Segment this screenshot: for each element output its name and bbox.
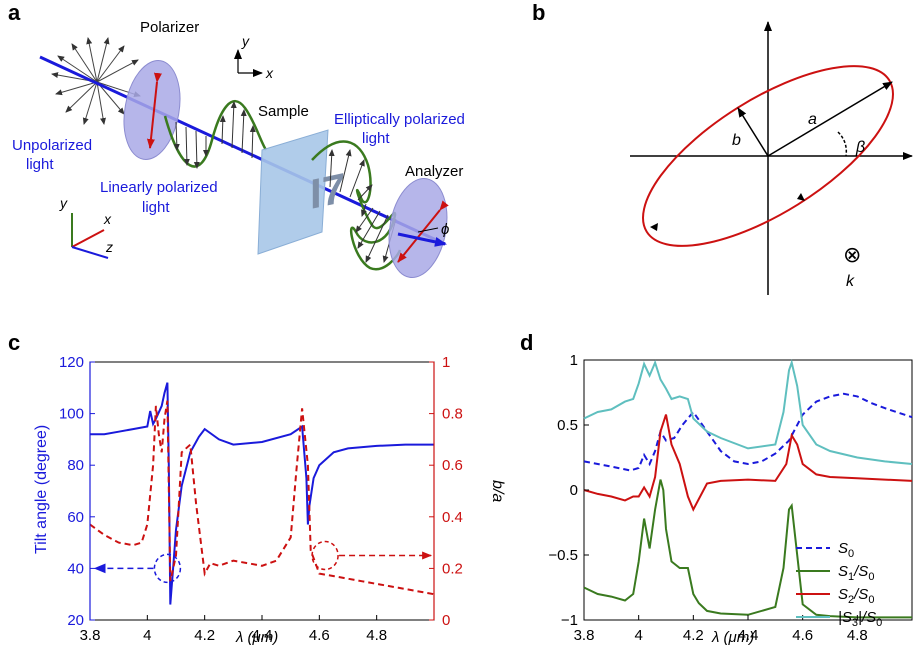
polarizer-label: Polarizer <box>140 19 199 36</box>
y-tick-label-left-c: 80 <box>67 457 84 474</box>
panel-d: d 3.8 4 4.2 4.4 4.6 4.8−1−0.500.51 λ (μm) S0S… <box>520 330 913 646</box>
series-line-d-1 <box>583 479 912 619</box>
y-tick-label-right-c: 0.4 <box>442 509 463 526</box>
plot-c-content <box>89 382 435 605</box>
xy-axes-top: y x <box>234 33 274 81</box>
y-tick-label-right-c: 0.8 <box>442 406 463 423</box>
y-tick-label-d: 0 <box>570 482 578 499</box>
axis-x-top: x <box>265 65 274 81</box>
axis-z-low: z <box>105 239 113 255</box>
panel-b: b a b β ⊗ k <box>532 0 913 295</box>
panel-letter-b: b <box>532 0 545 25</box>
panel-letter-d: d <box>520 330 533 355</box>
legend-label-1: S1/S0 <box>838 563 874 583</box>
sample-label: Sample <box>258 103 309 120</box>
x-tick-label-c: 4.8 <box>366 627 387 644</box>
y-tick-label-right-c: 0.2 <box>442 560 463 577</box>
y-tick-label-left-c: 20 <box>67 612 84 629</box>
elliptic-label-1: Elliptically polarized <box>334 111 465 128</box>
linear-label-1: Linearly polarized <box>100 179 218 196</box>
x-tick-label-c: 4.6 <box>309 627 330 644</box>
series-line-c-1 <box>89 400 435 596</box>
x-tick-label-c: 3.8 <box>80 627 101 644</box>
plot-c-xlabel: λ (μm) <box>235 629 278 646</box>
label-a: a <box>808 111 817 128</box>
unpolarized-label-1: Unpolarized <box>12 137 92 154</box>
y-tick-label-d: −0.5 <box>548 547 578 564</box>
plot-c-ylabel-left: Tilt angle (degree) <box>33 425 50 554</box>
panel-letter-c: c <box>8 330 20 355</box>
semi-major-arrow <box>767 81 893 157</box>
x-tick-label-d: 3.8 <box>574 627 595 644</box>
plot-c-ylabel-right: b/a <box>489 480 506 502</box>
series-line-d-0 <box>583 392 913 472</box>
analyzer-reference <box>417 227 439 233</box>
y-tick-label-left-c: 60 <box>67 509 84 526</box>
x-tick-label-d: 4.6 <box>792 627 813 644</box>
beam-arrowhead <box>397 232 447 247</box>
plot-c-frame <box>89 361 435 621</box>
analyzer-axis <box>397 200 449 263</box>
y-tick-label-right-c: 1 <box>442 354 450 371</box>
series-line-c-0 <box>90 382 434 605</box>
x-tick-label-d: 4.2 <box>683 627 704 644</box>
plot-c-ticks: 3.8 4 4.2 4.4 4.6 4.8 20 40 60 80 100 120 0 0.2 0.4 0.6… <box>59 354 463 644</box>
sample-glyph: I7 <box>310 164 345 218</box>
y-tick-label-left-c: 100 <box>59 406 84 423</box>
elliptical-wave <box>311 140 402 271</box>
panel-c: c 3.8 4 4.2 4.4 4.6 4.8 20 40 60 80 100 120 0 0.2 0.4 0… <box>8 330 506 646</box>
annotation-circle-right <box>311 540 339 571</box>
axis-y-low: y <box>59 195 68 211</box>
legend-label-0: S0 <box>838 540 854 560</box>
plot-d-xlabel: λ (μm) <box>711 629 754 646</box>
x-tick-label-d: 4 <box>634 627 642 644</box>
ellipse-direction-arrow-1 <box>797 193 805 201</box>
label-beta: β <box>855 139 865 156</box>
axis-y-top: y <box>241 33 250 49</box>
x-tick-label-d: 4.4 <box>738 627 759 644</box>
otimes-icon: ⊗ <box>843 242 861 267</box>
x-tick-label-c: 4 <box>143 627 151 644</box>
y-tick-label-right-c: 0 <box>442 612 450 629</box>
sample-plate <box>257 129 329 255</box>
legend-label-3: |S3|/S0 <box>838 609 882 629</box>
semi-minor-arrow <box>737 107 769 157</box>
ellipse-direction-arrow-2 <box>650 223 658 231</box>
x-tick-label-d: 4.8 <box>847 627 868 644</box>
label-b: b <box>732 132 741 149</box>
unpolarized-label-2: light <box>26 156 54 173</box>
series-line-d-3 <box>583 359 913 465</box>
y-tick-label-left-c: 40 <box>67 560 84 577</box>
y-tick-label-right-c: 0.6 <box>442 457 463 474</box>
annotation-circle-left <box>153 553 182 584</box>
linear-wave-arrows <box>173 101 256 169</box>
x-tick-label-c: 4.4 <box>252 627 273 644</box>
linear-wave <box>163 100 268 168</box>
y-tick-label-left-c: 120 <box>59 354 84 371</box>
legend-label-2: S2/S0 <box>838 586 874 606</box>
label-k: k <box>846 273 855 290</box>
x-tick-label-c: 4.2 <box>194 627 215 644</box>
axis-x-low: x <box>103 211 112 227</box>
polarizer-axis <box>146 72 162 149</box>
analyzer-label: Analyzer <box>405 163 463 180</box>
panel-letter-a: a <box>8 0 21 25</box>
series-line-d-2 <box>583 414 913 512</box>
y-tick-label-d: 1 <box>570 352 578 369</box>
y-tick-label-d: −1 <box>561 612 578 629</box>
plot-d-content <box>583 359 913 619</box>
plot-d-ticks: 3.8 4 4.2 4.4 4.6 4.8 −1 −0.5 0 0.5 1 <box>548 352 867 644</box>
panel-a: a <box>8 0 465 278</box>
xyz-axes: y x z <box>59 195 113 259</box>
beta-arc <box>837 131 848 157</box>
linear-label-2: light <box>142 199 170 216</box>
y-tick-label-d: 0.5 <box>557 417 578 434</box>
elliptic-label-2: light <box>362 130 390 147</box>
plot-d-legend: S0 S1/S0 S2/S0 |S3|/S0 <box>796 540 882 629</box>
phi-label: ϕ <box>441 221 449 238</box>
